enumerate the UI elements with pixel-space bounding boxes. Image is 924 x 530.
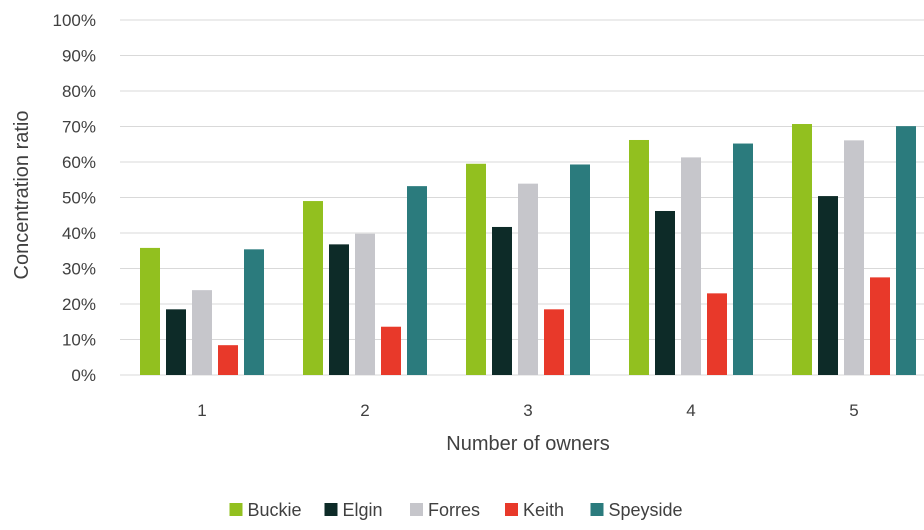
bar-keith-3 — [544, 309, 564, 375]
y-tick-label: 50% — [62, 189, 96, 208]
bar-elgin-4 — [655, 210, 675, 375]
bar-elgin-3 — [492, 226, 512, 375]
legend-label: Buckie — [248, 500, 302, 520]
legend-swatch — [324, 503, 338, 516]
legend-label: Elgin — [343, 500, 383, 520]
bar-elgin-5 — [818, 196, 838, 375]
bar-forres-4 — [681, 157, 701, 375]
bar-speyside-1 — [244, 249, 264, 375]
y-tick-label: 90% — [62, 47, 96, 66]
y-axis-tick-labels: 0% 10% 20% 30% 40% 50% 60% 70% 80% 90% 100% — [53, 11, 96, 385]
x-tick-label: 2 — [360, 401, 369, 420]
x-tick-label: 5 — [849, 401, 858, 420]
legend-item-speyside: Speyside — [590, 500, 683, 520]
x-tick-label: 4 — [686, 401, 695, 420]
y-tick-label: 100% — [53, 11, 96, 30]
bars — [140, 124, 916, 376]
bar-buckie-1 — [140, 247, 160, 375]
bar-forres-2 — [355, 233, 375, 375]
legend-item-buckie: Buckie — [229, 500, 302, 520]
y-axis-title: Concentration ratio — [11, 111, 33, 280]
y-tick-label: 40% — [62, 224, 96, 243]
y-tick-label: 20% — [62, 295, 96, 314]
y-tick-label: 70% — [62, 118, 96, 137]
bar-forres-3 — [518, 183, 538, 375]
x-axis-tick-labels: 1 2 3 4 5 — [197, 401, 858, 420]
bar-elgin-2 — [329, 244, 349, 375]
x-tick-label: 1 — [197, 401, 206, 420]
y-tick-label: 60% — [62, 153, 96, 172]
bar-keith-5 — [870, 277, 890, 375]
x-tick-label: 3 — [523, 401, 532, 420]
legend: Buckie Elgin Forres Keith Speyside — [229, 500, 683, 520]
bar-buckie-4 — [629, 139, 649, 375]
bar-speyside-5 — [896, 126, 916, 376]
y-tick-label: 30% — [62, 260, 96, 279]
legend-swatch — [410, 503, 423, 516]
y-tick-label: 10% — [62, 331, 96, 350]
bar-forres-1 — [192, 290, 212, 375]
bar-keith-4 — [707, 293, 727, 375]
bar-keith-1 — [218, 345, 238, 375]
legend-swatch — [505, 503, 518, 516]
bar-speyside-2 — [407, 186, 427, 375]
bar-forres-5 — [844, 140, 864, 375]
legend-swatch — [229, 503, 243, 516]
bar-speyside-3 — [570, 164, 590, 375]
bar-buckie-2 — [303, 201, 323, 375]
y-tick-label: 0% — [71, 366, 96, 385]
legend-label: Forres — [428, 500, 480, 520]
legend-label: Keith — [523, 500, 564, 520]
bar-speyside-4 — [733, 143, 753, 375]
bar-elgin-1 — [166, 309, 186, 375]
bar-keith-2 — [381, 326, 401, 375]
legend-item-keith: Keith — [505, 500, 564, 520]
y-tick-label: 80% — [62, 82, 96, 101]
x-axis-title: Number of owners — [446, 433, 609, 455]
legend-item-elgin: Elgin — [324, 500, 383, 520]
legend-item-forres: Forres — [410, 500, 480, 520]
bar-buckie-5 — [792, 124, 812, 375]
legend-swatch — [590, 503, 604, 516]
bar-buckie-3 — [466, 163, 486, 375]
legend-label: Speyside — [609, 500, 683, 520]
